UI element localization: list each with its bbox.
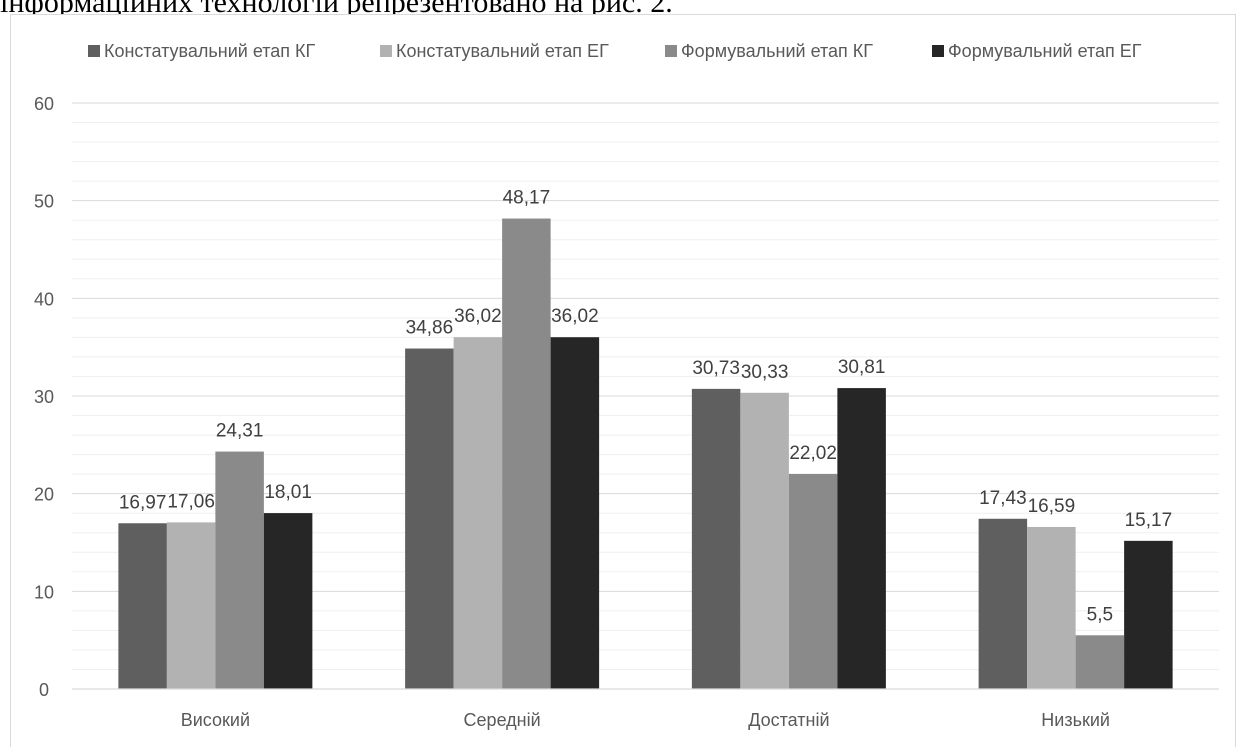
bar	[550, 337, 600, 689]
y-tick-label: 20	[34, 485, 54, 505]
bar	[978, 518, 1028, 689]
data-label: 24,31	[216, 421, 264, 442]
data-label: 36,02	[454, 306, 502, 327]
legend-label: Констатувальний етап ЕГ	[396, 41, 609, 61]
data-label: 5,5	[1087, 604, 1113, 625]
data-label: 16,97	[119, 492, 167, 513]
y-tick-label: 60	[34, 94, 54, 114]
legend-swatch	[380, 45, 392, 57]
legend-label: Формувальний етап КГ	[681, 41, 873, 61]
bar	[453, 337, 503, 689]
data-label: 30,81	[838, 357, 886, 378]
data-label: 17,06	[167, 491, 215, 512]
bar	[118, 523, 167, 689]
x-tick-label: Достатній	[748, 710, 829, 730]
x-tick-label: Високий	[181, 710, 250, 730]
data-label: 22,02	[789, 443, 837, 464]
data-label: 36,02	[551, 306, 599, 327]
legend-swatch	[932, 45, 944, 57]
legend-swatch	[88, 45, 100, 57]
y-tick-label: 40	[34, 289, 54, 309]
bar	[166, 522, 216, 689]
data-label: 16,59	[1028, 496, 1076, 517]
bar	[740, 392, 789, 689]
data-label: 34,86	[406, 318, 454, 339]
data-label: 48,17	[503, 188, 551, 209]
legend-label: Констатувальний етап КГ	[104, 41, 316, 61]
data-label: 30,33	[741, 362, 789, 383]
bar	[263, 513, 313, 689]
bar	[215, 451, 264, 689]
bar	[837, 388, 886, 689]
legend-swatch	[665, 45, 677, 57]
bar	[502, 218, 551, 689]
bar	[788, 473, 838, 689]
data-label: 18,01	[264, 482, 312, 503]
bar	[1027, 526, 1076, 689]
y-tick-label: 50	[34, 192, 54, 212]
data-label: 15,17	[1125, 510, 1173, 531]
bar	[691, 388, 741, 689]
data-label: 30,73	[692, 358, 740, 379]
x-tick-label: Низький	[1041, 710, 1110, 730]
y-tick-label: 0	[39, 680, 49, 700]
x-tick-label: Середній	[464, 710, 541, 730]
bar	[1075, 635, 1125, 689]
y-tick-label: 10	[34, 582, 54, 602]
bar	[405, 348, 454, 689]
legend-label: Формувальний етап ЕГ	[948, 41, 1142, 61]
y-tick-label: 30	[34, 387, 54, 407]
bar	[1124, 540, 1173, 689]
data-label: 17,43	[979, 488, 1027, 509]
